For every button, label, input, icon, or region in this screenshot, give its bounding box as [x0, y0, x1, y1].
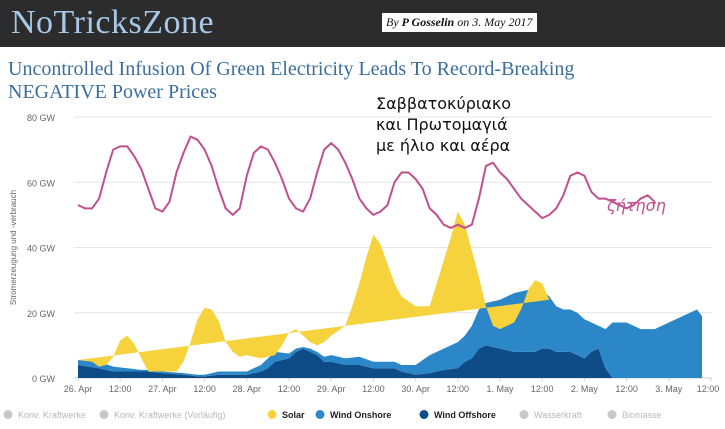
x-tick-label: 28. Apr	[233, 384, 262, 394]
x-tick-label: 3. May	[655, 384, 683, 394]
area-wind-offshore	[78, 345, 702, 378]
line-series	[77, 135, 656, 229]
legend: Konv. Kraftwerke Konv. Kraftwerke (Vorläu…	[3, 410, 662, 420]
x-tick-label: 1. May	[486, 384, 514, 394]
y-tick-label: 0 GW	[32, 374, 56, 384]
legend-label: Wind Onshore	[330, 410, 391, 420]
byline-date: on 3. May 2017	[454, 15, 533, 29]
legend-label: Konv. Kraftwerke	[18, 410, 86, 420]
legend-item-wasserkraft[interactable]: Wasserkraft	[519, 410, 583, 420]
x-tick-label: 12:00	[447, 384, 470, 394]
site-banner: NoTricksZone By P Gosselin on 3. May 201…	[0, 0, 725, 47]
x-tick-label: 2. May	[571, 384, 599, 394]
legend-item-biomasse[interactable]: Biomasse	[607, 410, 662, 420]
x-tick-label: 12:00	[362, 384, 385, 394]
x-tick-label: 29. Apr	[317, 384, 346, 394]
area-wind-onshore	[78, 289, 702, 378]
legend-label: Biomasse	[622, 410, 662, 420]
byline-author[interactable]: P Gosselin	[401, 15, 455, 29]
legend-marker	[315, 410, 325, 419]
annotations: Σαββατοκύριακο και Πρωτομαγιά με ήλιο και …	[376, 94, 666, 215]
legend-marker	[267, 410, 277, 419]
legend-label: Solar	[282, 410, 305, 420]
legend-item-konv-kraftwerke[interactable]: Konv. Kraftwerke	[3, 410, 86, 420]
x-tick-label: 12:00	[531, 384, 554, 394]
site-title[interactable]: NoTricksZone	[11, 4, 215, 41]
area-solar	[78, 211, 550, 372]
weekend-note-line: Σαββατοκύριακο	[376, 94, 511, 113]
x-tick-label: 26. Apr	[64, 384, 93, 394]
legend-marker	[607, 410, 617, 419]
legend-item-solar[interactable]: Solar	[267, 410, 306, 420]
legend-marker	[519, 410, 529, 419]
y-axis-title: Stromerzeugung und -verbrauch	[9, 190, 18, 305]
legend-marker	[419, 410, 429, 419]
weekend-note-line: και Πρωτομαγιά	[376, 115, 508, 134]
legend-item-wind-offshore[interactable]: Wind Offshore	[419, 410, 496, 420]
x-tick-label: 12:00	[109, 384, 132, 394]
x-tick-label: 12:00	[193, 384, 216, 394]
legend-marker	[3, 410, 13, 419]
y-tick-label: 60 GW	[27, 178, 56, 188]
y-tick-label: 80 GW	[27, 113, 56, 123]
x-tick-label: 12:00	[278, 384, 301, 394]
y-tick-label: 40 GW	[27, 244, 56, 254]
legend-label: Konv. Kraftwerke (Vorläufig)	[114, 410, 225, 420]
demand-label: ζήτηση	[606, 196, 666, 215]
area-series	[78, 211, 702, 378]
article-headline[interactable]: Uncontrolled Infusion Of Green Electrici…	[8, 58, 575, 103]
byline: By P Gosselin on 3. May 2017	[382, 13, 537, 32]
legend-label: Wind Offshore	[434, 410, 496, 420]
legend-item-konv-kraftwerke-vorl-ufig[interactable]: Konv. Kraftwerke (Vorläufig)	[99, 410, 226, 420]
byline-prefix: By	[386, 15, 402, 29]
legend-marker	[99, 410, 109, 419]
axes: 0 GW 20 GW 40 GW 60 GW 80 GW Stromerzeugung u…	[9, 113, 719, 394]
x-tick-label: 12:00	[697, 384, 720, 394]
x-tick-label: 30. Apr	[401, 384, 430, 394]
weekend-note-line: με ήλιο και αέρα	[376, 136, 510, 155]
legend-item-wind-onshore[interactable]: Wind Onshore	[315, 410, 392, 420]
y-tick-label: 20 GW	[27, 309, 56, 319]
line-demand	[77, 135, 656, 229]
legend-label: Wasserkraft	[534, 410, 582, 420]
x-tick-label: 27. Apr	[148, 384, 177, 394]
x-tick-label: 12:00	[615, 384, 638, 394]
